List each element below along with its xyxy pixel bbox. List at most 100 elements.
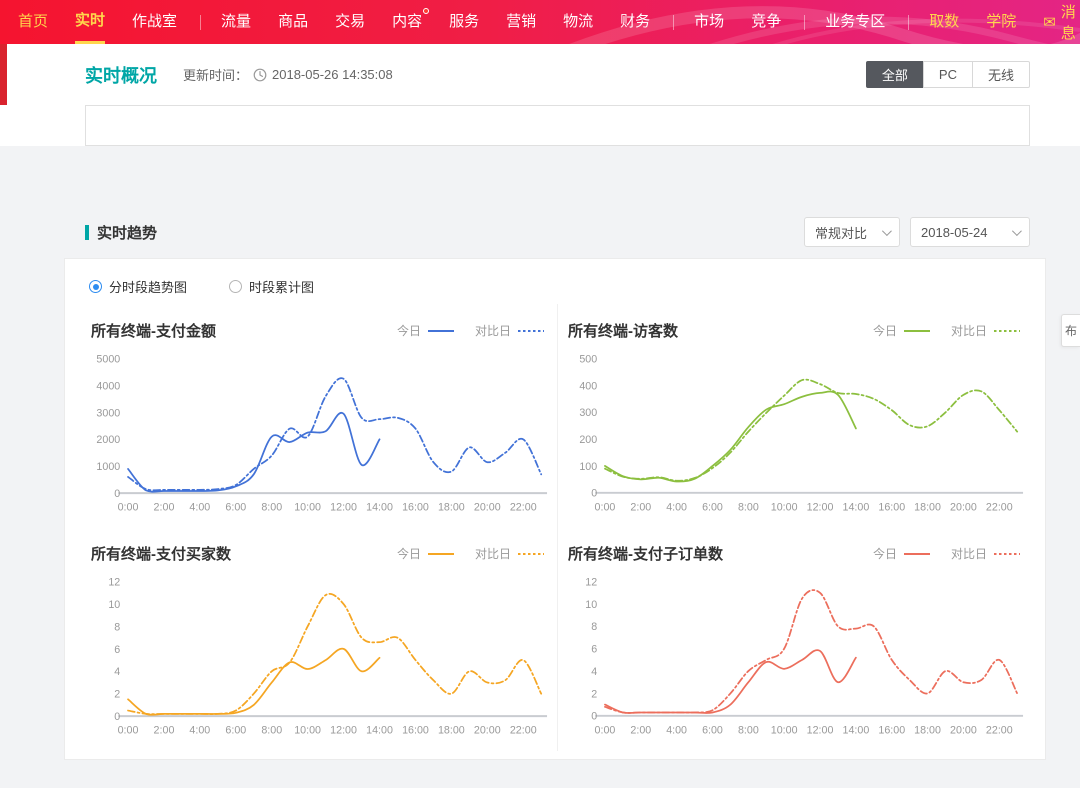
nav-item-content[interactable]: 内容 [392, 0, 430, 44]
chevron-down-icon [881, 225, 892, 236]
legend-line-sample [518, 552, 544, 555]
page-title: 实时概况 [85, 65, 157, 86]
nav-item-realtime[interactable]: 实时 [75, 0, 106, 44]
nav-item-product[interactable]: 商品 [278, 13, 309, 30]
side-tab[interactable]: 布 [1061, 314, 1080, 347]
svg-text:18:00: 18:00 [438, 725, 465, 737]
svg-text:4:00: 4:00 [189, 502, 210, 514]
svg-text:4:00: 4:00 [189, 725, 210, 737]
svg-text:4:00: 4:00 [666, 501, 687, 513]
chart-title: 所有终端-支付金额 [91, 323, 216, 340]
chart-title: 所有终端-支付买家数 [91, 546, 231, 564]
svg-text:16:00: 16:00 [878, 725, 905, 737]
radio-cumulative[interactable]: 时段累计图 [229, 277, 314, 296]
legend-today-label: 今日 [872, 547, 897, 562]
nav-item-logistics[interactable]: 物流 [563, 13, 594, 30]
nav-item-service[interactable]: 服务 [449, 13, 480, 30]
nav-item-finance[interactable]: 财务 [620, 13, 651, 30]
svg-text:10:00: 10:00 [294, 725, 321, 737]
trend-controls: 常规对比 2018-05-24 [804, 217, 1030, 247]
svg-text:14:00: 14:00 [843, 501, 870, 513]
svg-text:14:00: 14:00 [843, 725, 870, 737]
overview-header: 实时概况 更新时间： 2018-05-26 14:35:08 全部 PC 无线 [0, 44, 1080, 146]
svg-text:12: 12 [585, 577, 597, 589]
svg-text:8:00: 8:00 [261, 725, 282, 737]
legend-today-label: 今日 [396, 324, 421, 338]
chart-legend: 今日 对比日 [873, 322, 1021, 339]
trend-panel: 分时段趋势图 时段累计图 所有终端-支付金额 今日 对比日 0 1000 2000 3000 4… [64, 258, 1046, 760]
chart-payment-amount: 所有终端-支付金额 今日 对比日 0 1000 2000 3000 4000 5000 0:00 2… [81, 304, 557, 527]
nav-item-competition[interactable]: 竞争 [751, 13, 782, 30]
svg-text:20:00: 20:00 [950, 725, 977, 737]
svg-text:8:00: 8:00 [738, 725, 759, 737]
nav-item-market[interactable]: 市场 [694, 13, 725, 30]
svg-text:10:00: 10:00 [294, 502, 321, 514]
segment-wireless[interactable]: 无线 [971, 61, 1030, 88]
svg-text:2:00: 2:00 [154, 725, 175, 737]
svg-text:16:00: 16:00 [402, 725, 429, 737]
svg-text:16:00: 16:00 [878, 501, 905, 513]
radio-trend-by-period[interactable]: 分时段趋势图 [89, 277, 187, 296]
nav-item-trade[interactable]: 交易 [335, 13, 366, 30]
line-chart: 0 100 200 300 400 500 0:00 2:00 4:00 6:00 8:00 10:0… [579, 354, 1024, 513]
radio-dot-icon [89, 280, 102, 293]
svg-text:20:00: 20:00 [474, 725, 501, 737]
compare-date-select[interactable]: 2018-05-24 [910, 217, 1030, 247]
svg-text:10: 10 [108, 599, 120, 611]
line-chart: 0 2 4 6 8 10 12 0:00 2:00 4:00 6:00 8:00 10:00 12:00 1… [585, 577, 1024, 737]
chart-header: 所有终端-访客数 今日 对比日 [568, 320, 1025, 341]
chevron-down-icon [1011, 225, 1022, 236]
svg-text:0:00: 0:00 [118, 725, 139, 737]
chart-payment-suborders: 所有终端-支付子订单数 今日 对比日 0 2 4 6 8 10 12 0:00 2:00 4:00 6:0… [557, 527, 1033, 751]
nav-item-data-fetch[interactable]: 取数 [929, 13, 960, 30]
svg-text:10: 10 [585, 599, 597, 611]
chart-title: 所有终端-访客数 [568, 323, 678, 340]
nav-item-home[interactable]: 首页 [18, 13, 49, 30]
svg-text:6:00: 6:00 [702, 501, 723, 513]
nav-item-marketing[interactable]: 营销 [506, 13, 537, 30]
terminal-segmented-control: 全部 PC 无线 [865, 61, 1030, 88]
chart-header: 所有终端-支付买家数 今日 对比日 [91, 543, 549, 564]
legend-line-sample [518, 329, 544, 332]
legend-today: 今日 [397, 322, 455, 339]
svg-text:4: 4 [591, 666, 597, 678]
top-nav: 首页 实时 作战室 流量 商品 交易 内容 服务 营销 物流 财务 市场 竞争 业务专区 取数 学院 ✉ 消息 [0, 0, 1080, 44]
radio-label: 时段累计图 [249, 280, 315, 295]
svg-text:22:00: 22:00 [510, 725, 537, 737]
nav-item-academy[interactable]: 学院 [986, 13, 1017, 30]
svg-text:0: 0 [114, 711, 120, 723]
svg-text:0: 0 [591, 711, 597, 723]
chart-visitors: 所有终端-访客数 今日 对比日 0 100 200 300 400 500 0:00 2:00 4:0… [557, 304, 1033, 528]
nav-item-business-zone[interactable]: 业务专区 [825, 13, 886, 30]
svg-text:6:00: 6:00 [702, 725, 723, 737]
legend-today-label: 今日 [872, 324, 897, 338]
nav-item-message[interactable]: ✉ 消息 [1043, 1, 1076, 43]
compare-mode-select[interactable]: 常规对比 [804, 217, 900, 247]
svg-text:5000: 5000 [96, 354, 120, 366]
svg-text:8:00: 8:00 [261, 502, 282, 514]
legend-compare: 对比日 [475, 545, 545, 562]
legend-line-sample [994, 329, 1020, 332]
svg-text:2:00: 2:00 [630, 501, 651, 513]
chart-legend: 今日 对比日 [397, 545, 545, 562]
svg-text:22:00: 22:00 [986, 501, 1013, 513]
svg-text:12:00: 12:00 [330, 725, 357, 737]
svg-text:4000: 4000 [96, 380, 120, 392]
nav-item-traffic[interactable]: 流量 [221, 13, 252, 30]
section-title: 实时趋势 [85, 222, 157, 243]
svg-text:2: 2 [114, 689, 120, 701]
svg-text:4: 4 [114, 666, 120, 678]
svg-text:12:00: 12:00 [807, 725, 834, 737]
legend-line-sample [903, 329, 930, 332]
legend-today-label: 今日 [396, 547, 421, 562]
svg-text:400: 400 [579, 380, 597, 392]
segment-all[interactable]: 全部 [865, 61, 924, 88]
svg-text:12:00: 12:00 [807, 501, 834, 513]
chart-legend: 今日 对比日 [397, 322, 545, 339]
clock-icon [253, 68, 267, 81]
chart-type-radios: 分时段趋势图 时段累计图 [65, 275, 1045, 300]
segment-pc[interactable]: PC [922, 61, 973, 88]
legend-line-sample [427, 329, 454, 332]
overview-title-row: 实时概况 更新时间： 2018-05-26 14:35:08 全部 PC 无线 [0, 44, 1080, 105]
nav-item-war-room[interactable]: 作战室 [132, 13, 178, 30]
